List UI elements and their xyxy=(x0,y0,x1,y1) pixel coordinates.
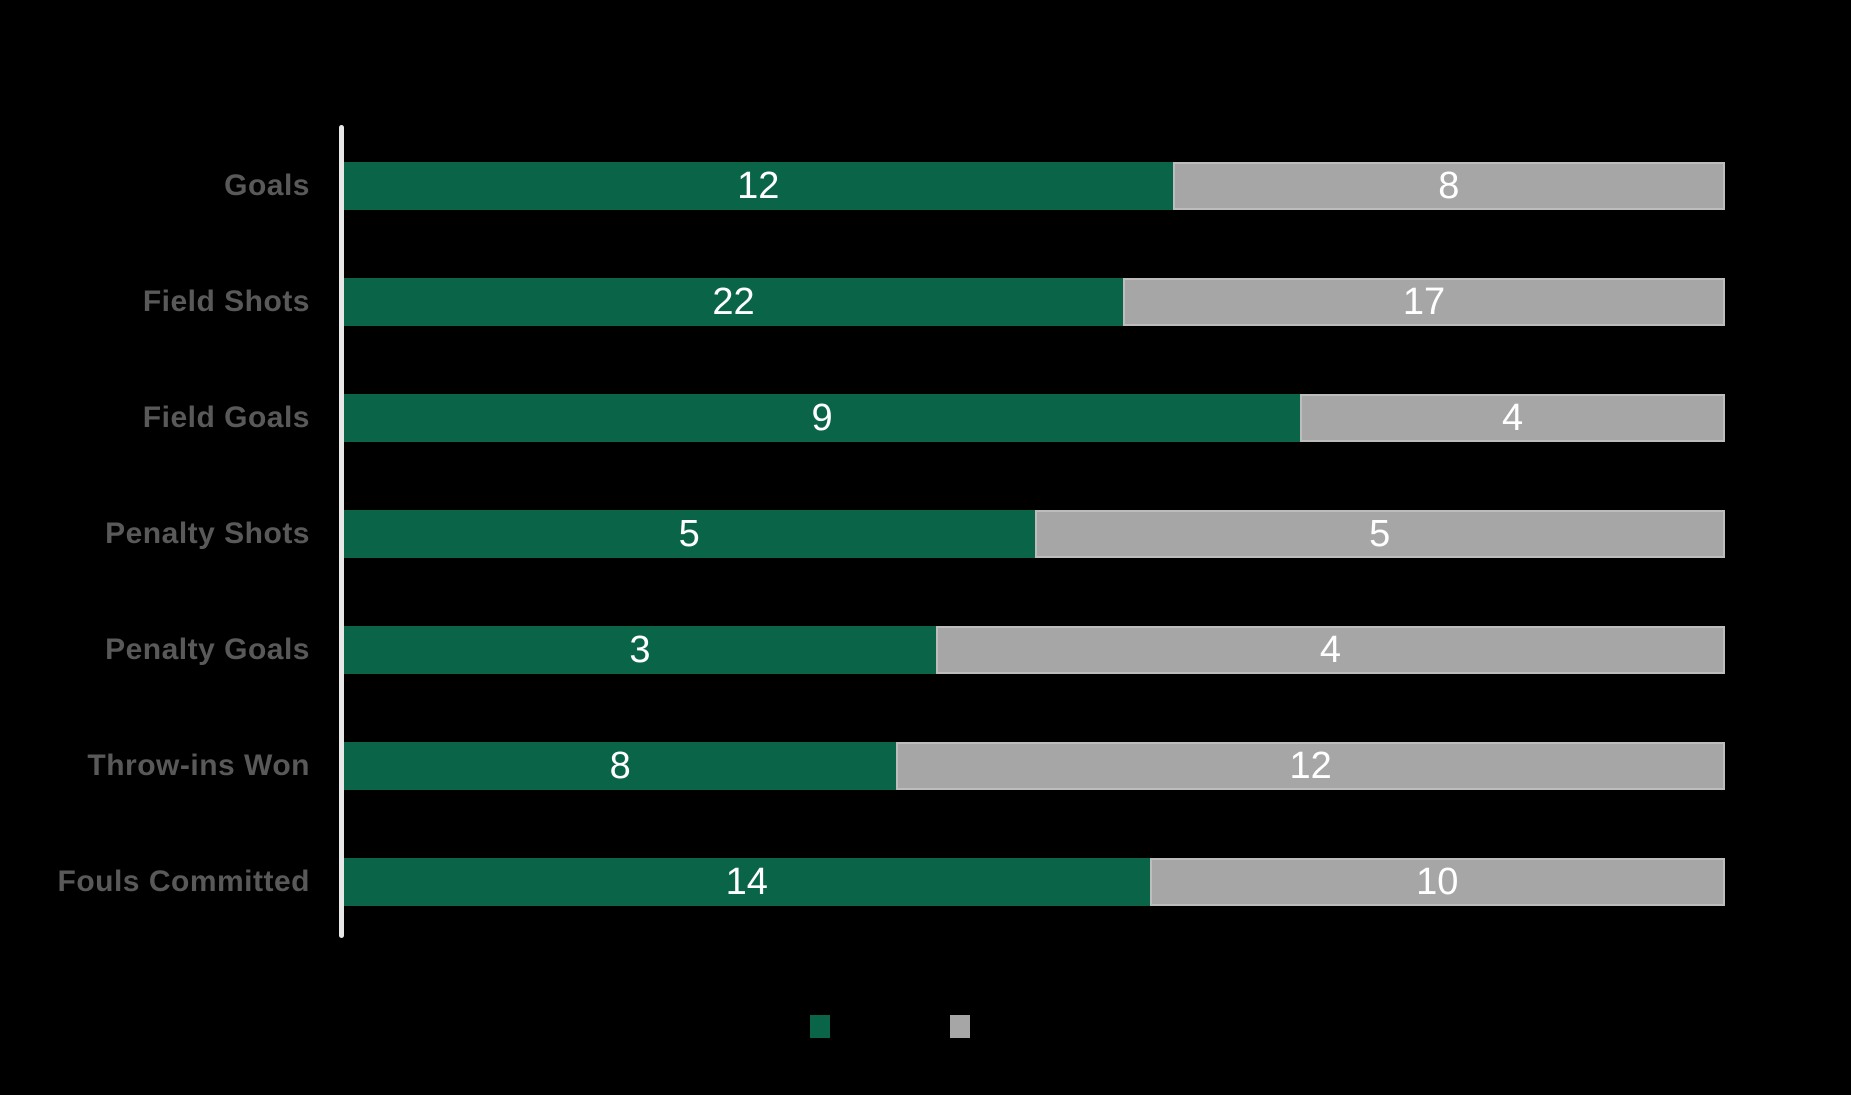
bar-value-gray: 10 xyxy=(1416,861,1459,903)
bar-segment-green[interactable]: 14 xyxy=(344,858,1150,906)
bar-value-green: 3 xyxy=(629,629,651,671)
category-label: Penalty Goals xyxy=(105,633,310,666)
bar-value-green: 12 xyxy=(737,165,780,207)
bar-value-green: 9 xyxy=(811,397,833,439)
bar-row-fouls-committed: Fouls Committed 14 10 xyxy=(0,858,1851,906)
bar-segment-gray[interactable]: 12 xyxy=(896,742,1725,790)
bar-value-gray: 8 xyxy=(1438,165,1460,207)
category-label: Throw-ins Won xyxy=(87,749,310,782)
bar-segment-green[interactable]: 12 xyxy=(344,162,1173,210)
bar-row-field-goals: Field Goals 9 4 xyxy=(0,394,1851,442)
bar-value-green: 8 xyxy=(609,745,631,787)
stacked-bar: 14 10 xyxy=(344,858,1725,906)
bar-value-green: 22 xyxy=(712,281,755,323)
bar-segment-gray[interactable]: 17 xyxy=(1123,278,1725,326)
stacked-bar: 3 4 xyxy=(344,626,1725,674)
bar-segment-green[interactable]: 5 xyxy=(344,510,1035,558)
bar-row-penalty-goals: Penalty Goals 3 4 xyxy=(0,626,1851,674)
bar-row-field-shots: Field Shots 22 17 xyxy=(0,278,1851,326)
bar-segment-green[interactable]: 22 xyxy=(344,278,1124,326)
legend-marker-gray-icon[interactable] xyxy=(950,1015,970,1038)
bar-value-gray: 4 xyxy=(1319,629,1341,671)
stacked-bar: 9 4 xyxy=(344,394,1725,442)
category-label: Field Goals xyxy=(142,401,310,434)
bar-value-gray: 4 xyxy=(1501,397,1524,439)
bar-value-gray: 17 xyxy=(1402,281,1446,323)
stacked-bar: 22 17 xyxy=(344,278,1725,326)
category-label: Fouls Committed xyxy=(57,865,310,898)
bar-row-goals: Goals 12 8 xyxy=(0,162,1851,210)
bar-value-green: 14 xyxy=(725,861,768,903)
bar-row-penalty-shots: Penalty Shots 5 5 xyxy=(0,510,1851,558)
bar-value-gray: 12 xyxy=(1289,745,1332,787)
category-label: Field Shots xyxy=(142,285,310,318)
bar-segment-green[interactable]: 8 xyxy=(344,742,897,790)
stacked-bar: 8 12 xyxy=(344,742,1725,790)
bar-row-throw-ins-won: Throw-ins Won 8 12 xyxy=(0,742,1851,790)
bar-segment-gray[interactable]: 8 xyxy=(1172,162,1725,210)
bar-segment-gray[interactable]: 5 xyxy=(1034,510,1725,558)
legend-marker-green-icon[interactable] xyxy=(810,1015,830,1038)
bar-segment-gray[interactable]: 4 xyxy=(1300,394,1725,442)
category-label: Goals xyxy=(224,169,310,202)
bar-value-gray: 5 xyxy=(1369,513,1391,555)
legend xyxy=(0,1015,1851,1038)
y-axis-line xyxy=(339,125,344,938)
category-label: Penalty Shots xyxy=(105,517,310,550)
bar-value-green: 5 xyxy=(678,513,700,555)
bar-segment-gray[interactable]: 4 xyxy=(935,626,1725,674)
stacked-bar: 5 5 xyxy=(344,510,1725,558)
bar-segment-green[interactable]: 3 xyxy=(344,626,936,674)
bar-segment-gray[interactable]: 10 xyxy=(1149,858,1725,906)
bar-segment-green[interactable]: 9 xyxy=(344,394,1301,442)
stacked-bar: 12 8 xyxy=(344,162,1725,210)
